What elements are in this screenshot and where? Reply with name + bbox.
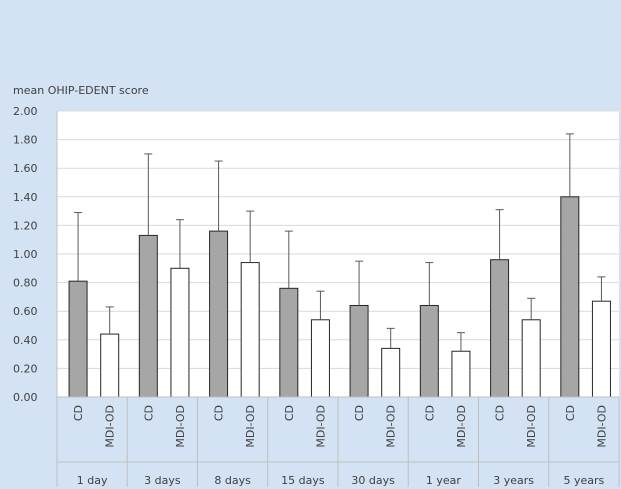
y-tick-label: 1.20 [13, 219, 38, 232]
bar [138, 234, 158, 398]
bar [349, 304, 369, 398]
bar [381, 347, 401, 398]
bar [451, 350, 471, 398]
bar [560, 196, 580, 398]
y-tick-label: 2.00 [13, 105, 38, 118]
series-tick-label: CD [213, 405, 226, 421]
bars [68, 196, 611, 398]
bar [100, 333, 120, 398]
y-tick-label: 0.60 [13, 305, 38, 318]
series-tick-label: MDI-OD [244, 405, 257, 448]
bar [521, 319, 541, 398]
series-tick-label: MDI-OD [174, 405, 187, 448]
bar [490, 259, 510, 398]
axes: 0.00 0.20 0.40 0.60 0.80 1.00 1.20 1.40 1.60 1.80… [13, 105, 620, 487]
y-tick-label: 0.40 [13, 334, 38, 347]
bar [170, 267, 190, 398]
group-label: 8 days [214, 474, 251, 487]
series-tick-label: CD [142, 405, 155, 421]
bar [279, 287, 299, 398]
series-tick-label: CD [353, 405, 366, 421]
group-label: 3 years [493, 474, 534, 487]
series-tick-label: CD [564, 405, 577, 421]
error-bars [74, 133, 606, 352]
series-tick-label: MDI-OD [385, 405, 398, 448]
bar [591, 300, 611, 398]
group-label: 1 day [77, 474, 108, 487]
y-tick-label: 1.00 [13, 248, 38, 261]
series-tick-label: MDI-OD [595, 405, 608, 448]
bar [68, 280, 88, 398]
series-tick-label: CD [283, 405, 296, 421]
group-label: 15 days [281, 474, 325, 487]
y-axis-label: mean OHIP-EDENT score [13, 84, 149, 97]
series-tick-label: MDI-OD [525, 405, 538, 448]
group-label: 30 days [351, 474, 395, 487]
y-tick-label: 0.80 [13, 277, 38, 290]
bar [419, 304, 439, 398]
group-label: 3 days [144, 474, 181, 487]
y-tick-label: 1.40 [13, 191, 38, 204]
series-tick-label: CD [423, 405, 436, 421]
series-tick-label: CD [72, 405, 85, 421]
group-label: 5 years [563, 474, 604, 487]
y-tick-label: 1.60 [13, 162, 38, 175]
y-tick-label: 0.20 [13, 362, 38, 375]
series-tick-label: MDI-OD [455, 405, 468, 448]
bar [209, 230, 229, 398]
y-tick-label: 0.00 [13, 391, 38, 404]
bar [240, 262, 260, 398]
y-tick-label: 1.80 [13, 134, 38, 147]
series-tick-label: CD [494, 405, 507, 421]
bar [310, 319, 330, 398]
series-tick-label: MDI-OD [104, 405, 117, 448]
series-tick-label: MDI-OD [314, 405, 327, 448]
group-label: 1 year [426, 474, 462, 487]
